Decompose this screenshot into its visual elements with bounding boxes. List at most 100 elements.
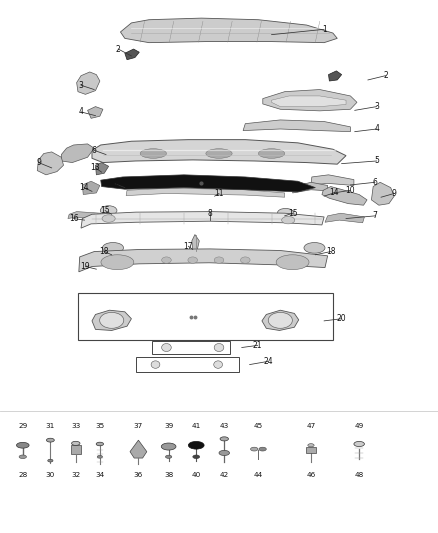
- Ellipse shape: [308, 443, 314, 447]
- Ellipse shape: [188, 257, 198, 263]
- Ellipse shape: [100, 206, 117, 215]
- Text: 17: 17: [184, 242, 193, 251]
- Text: 9: 9: [36, 158, 41, 167]
- Ellipse shape: [162, 257, 171, 263]
- Bar: [306, 447, 316, 453]
- Text: 48: 48: [354, 472, 364, 479]
- Text: 37: 37: [134, 423, 143, 430]
- Ellipse shape: [96, 442, 103, 446]
- Text: 40: 40: [191, 472, 201, 479]
- Text: 6: 6: [372, 178, 378, 187]
- Text: 15: 15: [100, 206, 110, 215]
- Text: 9: 9: [392, 189, 397, 198]
- Text: 28: 28: [18, 472, 28, 479]
- Ellipse shape: [214, 257, 224, 263]
- Text: 5: 5: [374, 157, 379, 165]
- Ellipse shape: [161, 443, 176, 450]
- Ellipse shape: [304, 243, 325, 253]
- Polygon shape: [192, 235, 199, 251]
- Ellipse shape: [48, 459, 53, 462]
- Text: 24: 24: [263, 357, 273, 366]
- Ellipse shape: [188, 441, 204, 449]
- Polygon shape: [243, 120, 350, 132]
- Polygon shape: [79, 249, 328, 272]
- Polygon shape: [81, 212, 324, 228]
- Text: 20: 20: [337, 314, 346, 323]
- Polygon shape: [37, 152, 64, 175]
- Ellipse shape: [214, 344, 224, 352]
- Text: 32: 32: [71, 472, 81, 479]
- Ellipse shape: [102, 243, 124, 253]
- Bar: [71, 445, 81, 454]
- Text: 38: 38: [164, 472, 173, 479]
- Text: 43: 43: [219, 423, 229, 430]
- Polygon shape: [322, 187, 367, 205]
- Text: 18: 18: [99, 247, 109, 256]
- Polygon shape: [272, 96, 346, 107]
- Text: 16: 16: [69, 214, 78, 223]
- Text: 15: 15: [288, 209, 297, 217]
- Polygon shape: [88, 107, 103, 118]
- Polygon shape: [82, 181, 100, 195]
- Text: 46: 46: [306, 472, 316, 479]
- Text: 45: 45: [254, 423, 263, 430]
- Ellipse shape: [17, 442, 29, 448]
- Polygon shape: [68, 212, 101, 219]
- Ellipse shape: [259, 447, 266, 451]
- Ellipse shape: [140, 149, 166, 158]
- Text: 39: 39: [164, 423, 173, 430]
- Text: 3: 3: [374, 102, 379, 111]
- Text: 1: 1: [322, 25, 326, 34]
- Text: 33: 33: [71, 423, 81, 430]
- Ellipse shape: [277, 208, 294, 218]
- Ellipse shape: [101, 255, 134, 270]
- Ellipse shape: [276, 255, 309, 270]
- Ellipse shape: [251, 447, 258, 451]
- Text: 36: 36: [134, 472, 143, 479]
- Text: 13: 13: [91, 164, 100, 172]
- Text: 10: 10: [346, 186, 355, 195]
- Text: 4: 4: [78, 108, 84, 116]
- Ellipse shape: [102, 215, 115, 222]
- Polygon shape: [262, 310, 299, 330]
- Ellipse shape: [71, 441, 80, 446]
- Polygon shape: [325, 213, 364, 223]
- Ellipse shape: [268, 312, 293, 328]
- Text: 2: 2: [116, 45, 120, 53]
- Text: 35: 35: [95, 423, 105, 430]
- Ellipse shape: [193, 455, 200, 458]
- Text: 18: 18: [326, 247, 336, 256]
- Ellipse shape: [354, 441, 364, 447]
- Ellipse shape: [206, 149, 232, 158]
- Polygon shape: [293, 182, 328, 193]
- Polygon shape: [130, 440, 147, 458]
- Ellipse shape: [97, 455, 102, 458]
- Ellipse shape: [219, 450, 230, 456]
- Text: 4: 4: [374, 125, 379, 133]
- Ellipse shape: [46, 438, 54, 442]
- Text: 2: 2: [383, 71, 388, 80]
- Text: 42: 42: [219, 472, 229, 479]
- Polygon shape: [101, 175, 315, 192]
- Polygon shape: [311, 175, 354, 185]
- Ellipse shape: [240, 257, 250, 263]
- Polygon shape: [61, 144, 94, 163]
- Ellipse shape: [162, 344, 171, 352]
- Ellipse shape: [151, 361, 160, 368]
- Ellipse shape: [99, 312, 124, 328]
- Ellipse shape: [19, 455, 26, 458]
- Text: 12: 12: [110, 180, 120, 188]
- Polygon shape: [125, 49, 139, 60]
- Polygon shape: [92, 140, 346, 164]
- Text: 34: 34: [95, 472, 105, 479]
- Text: 31: 31: [46, 423, 55, 430]
- Polygon shape: [126, 188, 285, 197]
- Ellipse shape: [220, 437, 229, 441]
- Text: 3: 3: [78, 81, 84, 90]
- Text: 49: 49: [354, 423, 364, 430]
- Ellipse shape: [258, 149, 285, 158]
- Ellipse shape: [214, 361, 223, 368]
- Polygon shape: [371, 182, 394, 205]
- Text: 29: 29: [18, 423, 28, 430]
- Ellipse shape: [282, 216, 295, 224]
